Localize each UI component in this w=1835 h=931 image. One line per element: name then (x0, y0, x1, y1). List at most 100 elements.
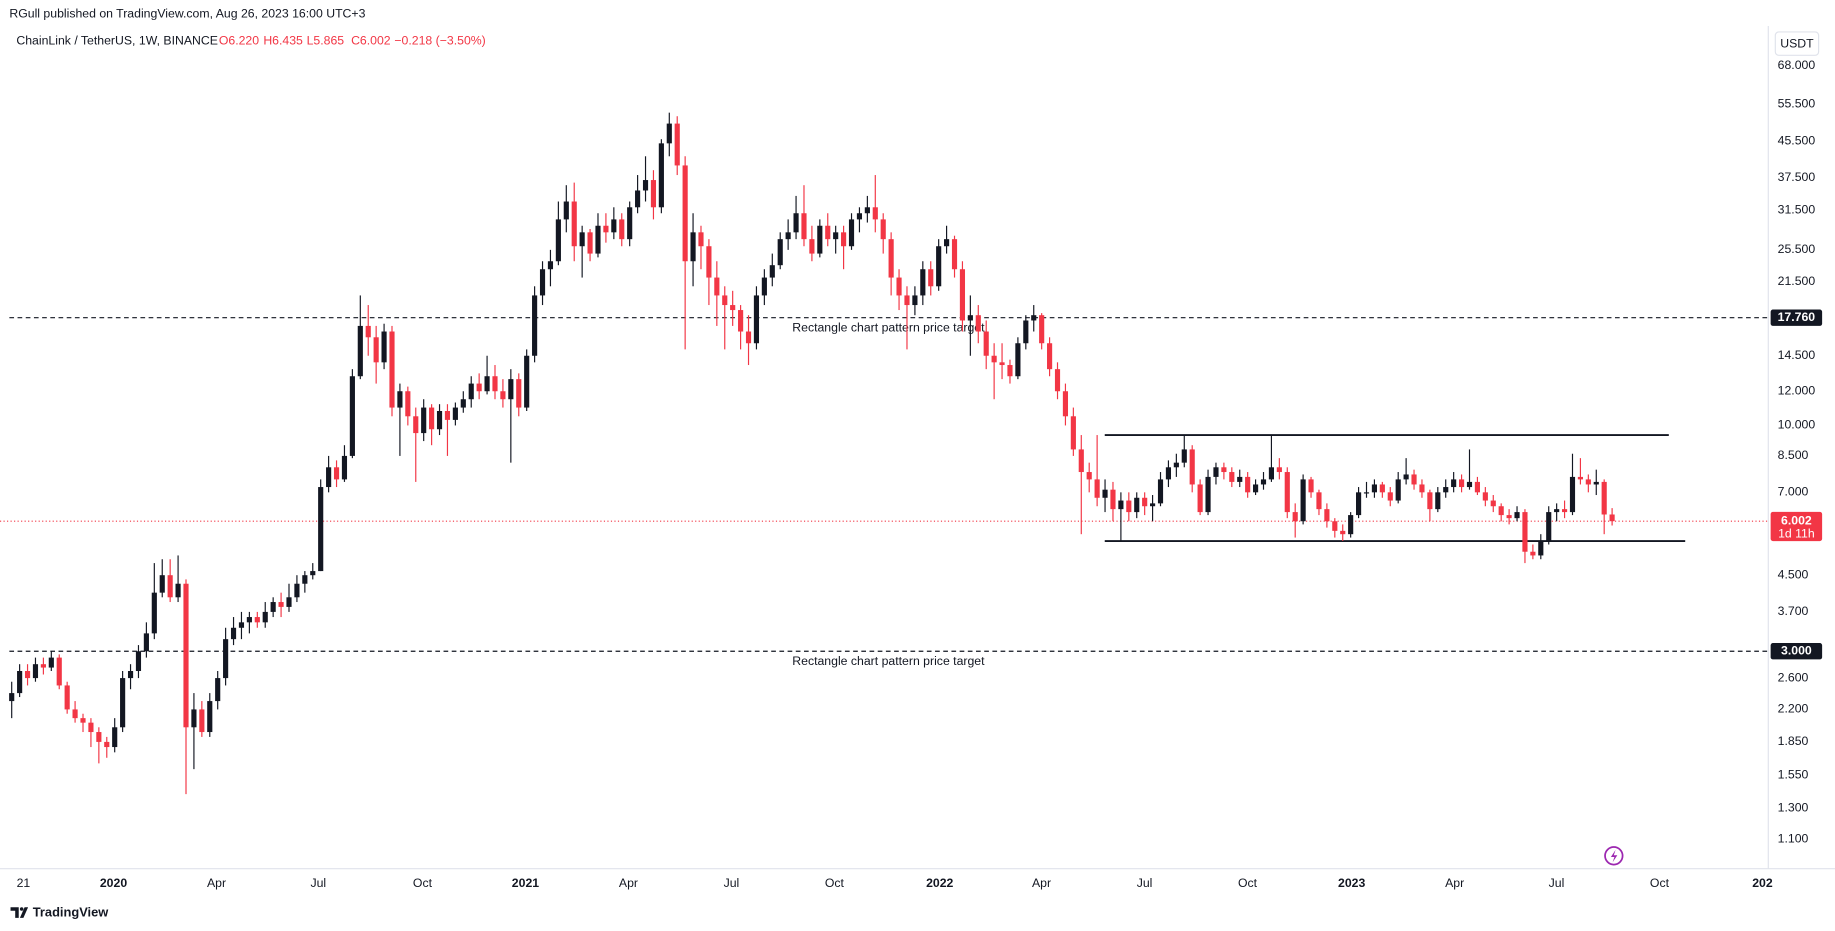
level-label: 17.760 (1778, 310, 1816, 324)
candle-body (341, 455, 348, 480)
icon-bolt[interactable] (1610, 849, 1618, 863)
candle-body (1324, 509, 1330, 522)
candle-body (1039, 315, 1045, 344)
candle-body (1506, 515, 1512, 519)
candle-body (492, 376, 498, 392)
candle-body (777, 239, 783, 266)
candle-body (730, 305, 736, 311)
last-price-label: 6.002 (1781, 513, 1812, 527)
candle-body (444, 411, 451, 420)
candle-body (143, 633, 149, 652)
candle-body (563, 201, 569, 220)
candle-body (793, 213, 799, 233)
candle-body (1007, 365, 1013, 377)
candle-body (1086, 472, 1092, 480)
candle-body (1379, 484, 1385, 493)
icon-circle[interactable] (1604, 846, 1624, 866)
publisher: RGull published on TradingView.com, Aug … (9, 7, 365, 21)
candle-body (1134, 497, 1140, 513)
tv-logo[interactable] (10, 907, 29, 918)
x-tick-label: Oct (1650, 876, 1670, 890)
legend-value: C6.002 (351, 34, 391, 48)
candle-body (682, 165, 688, 262)
candle-body (1363, 492, 1370, 494)
x-tick-label: Apr (1445, 876, 1464, 890)
candle-body (254, 617, 260, 623)
candle-body (999, 362, 1005, 366)
candle-body (500, 391, 506, 400)
candle-body (579, 232, 585, 247)
candle-body (896, 277, 902, 296)
candle-body (1348, 515, 1354, 535)
candle-body (1197, 484, 1203, 513)
candle-body (1070, 416, 1076, 450)
replay-icon[interactable] (1604, 846, 1624, 866)
candle-body (48, 657, 54, 668)
candle-body (1577, 476, 1583, 480)
y-tick-label: 37.500 (1778, 170, 1816, 184)
candle-body (175, 583, 181, 598)
candle-body (1561, 509, 1568, 513)
candle-body (9, 693, 15, 702)
logo-text[interactable]: TradingView (33, 905, 110, 920)
candle-body (278, 602, 284, 607)
candle-body (1435, 492, 1441, 510)
candle-body (1403, 474, 1409, 480)
candle-body (595, 225, 601, 254)
candle-body (1387, 492, 1393, 501)
candle-body (833, 232, 839, 240)
candle-body (1054, 369, 1061, 392)
currency-box[interactable] (1774, 31, 1820, 56)
candle-body (1205, 476, 1211, 513)
x-tick-label: Oct (1238, 876, 1258, 890)
candle-body (1300, 479, 1306, 522)
candle-body (357, 325, 363, 377)
x-tick-label: Jul (724, 876, 740, 890)
candle-body (611, 219, 617, 233)
y-tick-label: 2.200 (1778, 702, 1809, 716)
candle-body (524, 355, 530, 408)
logo-mark[interactable] (10, 907, 29, 918)
candle-body (1554, 509, 1560, 513)
candle-body (856, 213, 863, 220)
candle-body (642, 180, 649, 191)
candle-body (920, 269, 926, 296)
candle-body (96, 732, 102, 742)
x-tick-label: Apr (619, 876, 638, 890)
candle-body (1569, 476, 1576, 513)
y-tick-label: 7.000 (1778, 485, 1809, 499)
candle-body (848, 219, 855, 247)
candle-body (302, 575, 308, 584)
candle-body (24, 671, 31, 679)
candle-body (476, 383, 482, 392)
candle-body (452, 407, 458, 420)
candle-body (1015, 343, 1021, 377)
legend-value: H6.435 (263, 34, 303, 48)
candle-body (516, 379, 522, 408)
y-tick-label: 3.700 (1778, 604, 1809, 618)
candle-body (944, 239, 950, 247)
candle-body (421, 407, 427, 434)
candle-body (1371, 484, 1377, 493)
candle-body (167, 575, 173, 598)
candle-body (714, 277, 720, 296)
candle-body (64, 685, 70, 710)
currency[interactable]: USDT (1780, 36, 1814, 50)
candle-body (951, 239, 958, 270)
candle-body (1181, 449, 1187, 463)
candle-body (1593, 481, 1599, 485)
candle-body (238, 622, 245, 628)
candle-body (650, 180, 657, 208)
candle-body (262, 611, 268, 623)
candle-body (1474, 481, 1480, 493)
y-tick-label: 45.500 (1778, 134, 1816, 148)
candle-body (880, 219, 886, 240)
symbol-name: ChainLink / TetherUS, 1W, BINANCE (16, 34, 218, 48)
candle-body (1427, 492, 1433, 510)
candle-body (1189, 449, 1195, 485)
x-tick-label: 21 (17, 876, 31, 890)
candle-body (1459, 479, 1465, 488)
candle-body (936, 246, 942, 287)
legend-value: −0.218 (−3.50%) (394, 34, 485, 48)
logo-dot[interactable] (19, 907, 24, 911)
